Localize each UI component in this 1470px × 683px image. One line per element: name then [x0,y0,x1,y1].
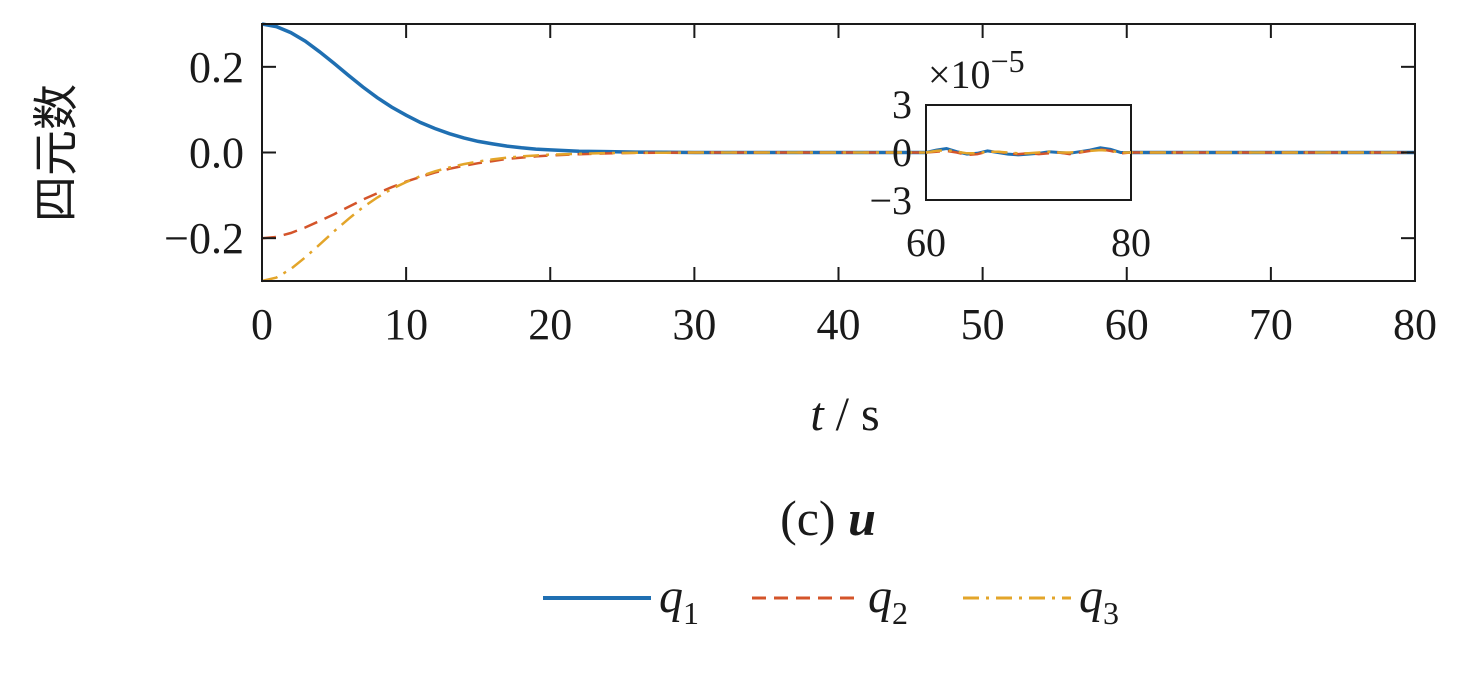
inset-plot: ×10−5 3 0 −3 60 80 [869,43,1151,265]
legend-label-subscript: 1 [683,595,699,631]
inset-series-line-q3 [925,148,1131,155]
legend-label-q1: q1 [659,570,699,631]
x-axis-var: t [810,388,825,441]
x-tick-label: 30 [672,300,716,349]
y-tick-label: −0.2 [164,214,244,263]
y-tick-label: 0.0 [189,129,244,178]
legend: q1 q2 q3 [543,570,1119,631]
x-tick-label: 20 [528,300,572,349]
caption-symbol: u [848,490,876,546]
series-line-q2 [261,151,1415,240]
figure-caption: (c) u [780,490,876,546]
x-tick-label: 40 [817,300,861,349]
inset-scale-label: ×10−5 [928,43,1025,97]
inset-x-tick-label: 60 [906,220,946,265]
inset-lines [925,146,1132,157]
inset-y-tick-label: 0 [892,130,912,175]
caption-prefix: (c) [780,490,836,546]
x-tick-label: 10 [384,300,428,349]
legend-label-subscript: 2 [892,595,908,631]
legend-label-subscript: 3 [1103,595,1119,631]
legend-label-q3: q3 [1079,570,1119,631]
legend-label-base: q [868,570,892,623]
x-tick-label: 0 [251,300,273,349]
inset-scale-exponent: −5 [991,43,1025,79]
y-tick-label: 0.2 [189,43,244,92]
series-line-q1 [261,22,1415,155]
x-tick-label: 50 [961,300,1005,349]
y-axis-label: 四元数 [31,84,82,222]
x-tick-label: 70 [1249,300,1293,349]
inset-scale-prefix: ×10 [928,52,991,97]
legend-label-q2: q2 [868,570,908,631]
legend-label-base: q [1079,570,1103,623]
plot-lines [261,22,1415,283]
x-tick-label: 60 [1105,300,1149,349]
y-ticks: 0.2 0.0 −0.2 [164,43,1415,263]
inset-x-tick-label: 80 [1111,220,1151,265]
x-tick-label: 80 [1393,300,1437,349]
series-line-q3 [261,151,1415,283]
x-axis-unit: / s [836,388,880,441]
legend-label-base: q [659,570,683,623]
inset-y-tick-label: −3 [869,178,912,223]
inset-y-tick-label: 3 [892,82,912,127]
x-axis-label: t / s [810,388,879,441]
x-ticks: 0 10 20 30 40 50 60 70 80 [251,24,1437,349]
